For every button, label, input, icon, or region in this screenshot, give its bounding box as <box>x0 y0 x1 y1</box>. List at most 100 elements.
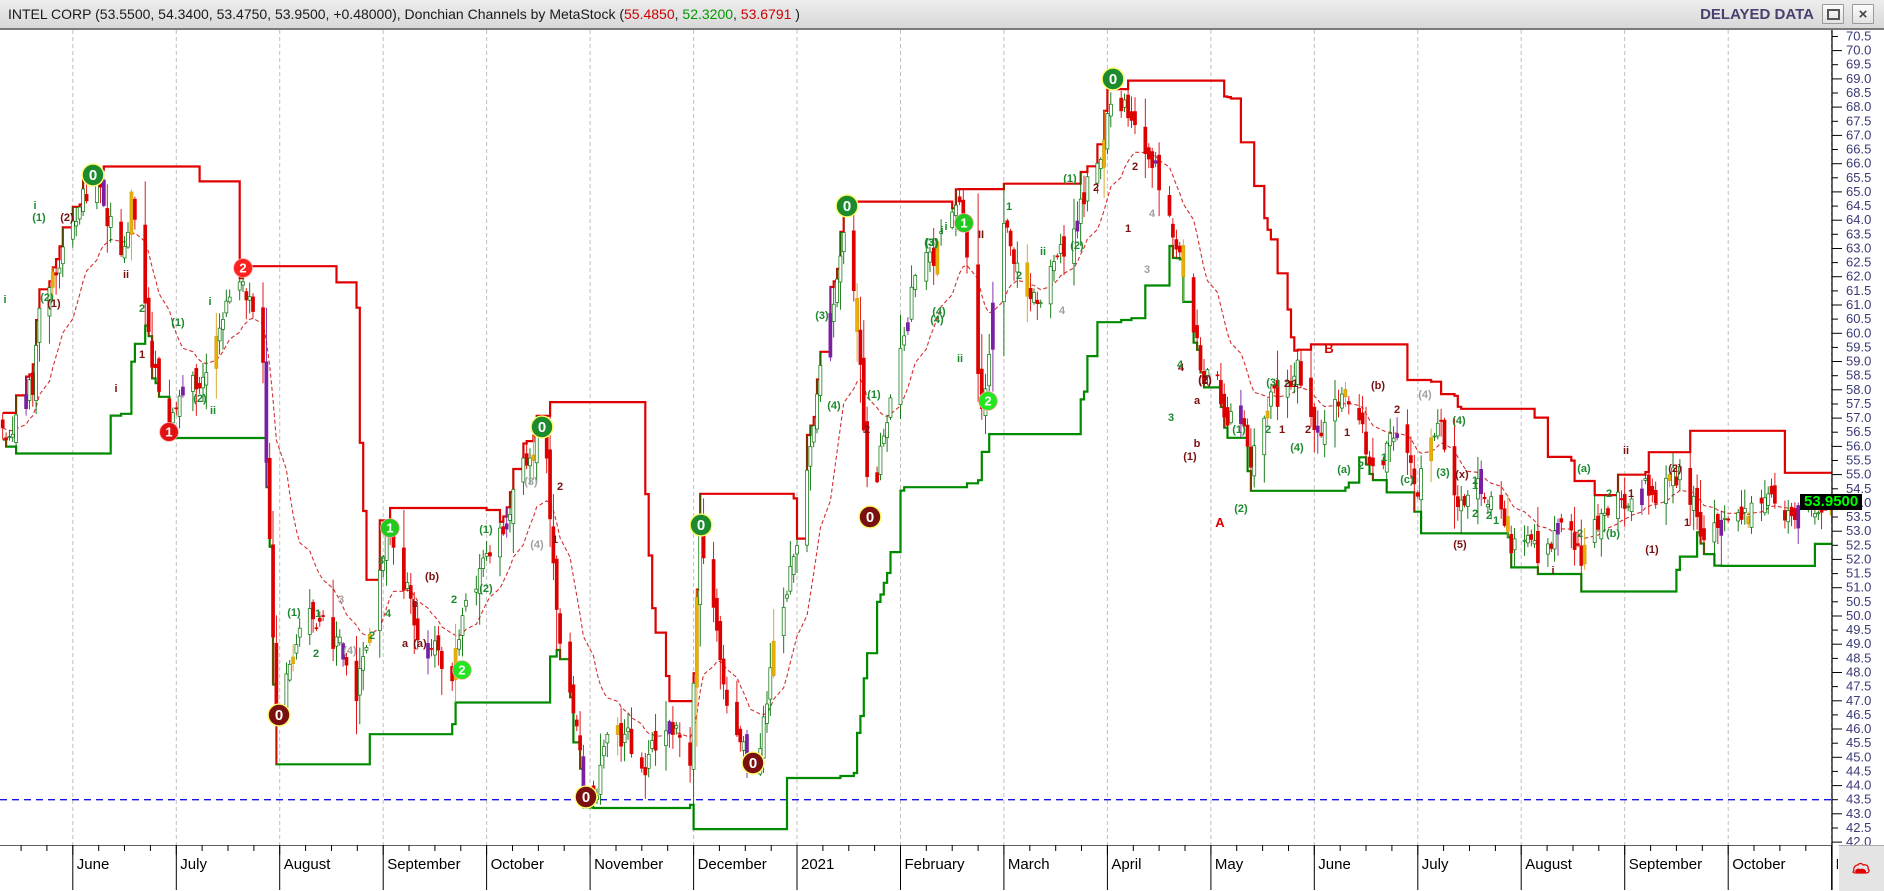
svg-text:June: June <box>1318 856 1351 873</box>
svg-text:1: 1 <box>1472 475 1478 487</box>
svg-text:(4): (4) <box>930 314 944 326</box>
svg-text:(2): (2) <box>193 393 207 405</box>
svg-text:2: 2 <box>1358 460 1364 472</box>
svg-text:42.0: 42.0 <box>1846 834 1871 845</box>
svg-text:0: 0 <box>89 167 97 184</box>
svg-text:50.0: 50.0 <box>1846 608 1871 623</box>
svg-text:2: 2 <box>313 648 319 660</box>
svg-text:1: 1 <box>386 520 393 535</box>
svg-text:b: b <box>412 598 419 610</box>
svg-text:2: 2 <box>1577 528 1583 540</box>
svg-text:1: 1 <box>960 215 967 230</box>
svg-text:48.0: 48.0 <box>1846 665 1871 680</box>
svg-text:May: May <box>1215 856 1244 873</box>
svg-text:(a): (a) <box>1337 464 1351 476</box>
svg-text:February: February <box>905 856 966 873</box>
svg-text:a: a <box>402 638 409 650</box>
svg-text:55.0: 55.0 <box>1846 467 1871 482</box>
svg-text:66.5: 66.5 <box>1846 142 1871 157</box>
svg-text:0: 0 <box>1109 71 1117 88</box>
svg-text:November: November <box>594 856 663 873</box>
svg-text:(1): (1) <box>1183 451 1197 463</box>
svg-text:64.5: 64.5 <box>1846 198 1871 213</box>
svg-text:i: i <box>944 221 947 233</box>
svg-text:1: 1 <box>1381 452 1387 464</box>
svg-text:(2): (2) <box>1668 463 1682 475</box>
svg-text:43.5: 43.5 <box>1846 792 1871 807</box>
svg-text:64.0: 64.0 <box>1846 212 1871 227</box>
svg-text:43.0: 43.0 <box>1846 806 1871 821</box>
svg-text:A: A <box>1215 515 1225 530</box>
svg-text:ii: ii <box>210 405 216 417</box>
svg-text:2: 2 <box>1472 508 1478 520</box>
svg-text:50.5: 50.5 <box>1846 594 1871 609</box>
svg-text:0: 0 <box>275 707 283 724</box>
svg-text:a: a <box>1194 395 1201 407</box>
svg-text:December: December <box>698 856 767 873</box>
svg-text:2: 2 <box>369 630 375 642</box>
svg-text:i: i <box>114 383 117 395</box>
svg-text:51.0: 51.0 <box>1846 580 1871 595</box>
svg-text:(4): (4) <box>1452 415 1466 427</box>
svg-text:ii: ii <box>1623 445 1629 457</box>
svg-text:68.5: 68.5 <box>1846 85 1871 100</box>
svg-text:(b): (b) <box>425 571 439 583</box>
svg-text:(b): (b) <box>1371 380 1385 392</box>
svg-text:3: 3 <box>378 555 384 567</box>
svg-text:September: September <box>387 856 460 873</box>
svg-text:(2): (2) <box>1198 375 1212 387</box>
svg-text:44.0: 44.0 <box>1846 778 1871 793</box>
svg-text:(4): (4) <box>827 400 841 412</box>
svg-text:2: 2 <box>1132 161 1138 173</box>
svg-text:i: i <box>208 296 211 308</box>
svg-text:0: 0 <box>582 789 590 806</box>
svg-text:51.5: 51.5 <box>1846 566 1871 581</box>
svg-text:August: August <box>284 856 332 873</box>
svg-text:1: 1 <box>1684 517 1690 529</box>
svg-text:(1): (1) <box>867 389 881 401</box>
svg-text:60.5: 60.5 <box>1846 311 1871 326</box>
svg-text:(1): (1) <box>287 607 301 619</box>
svg-text:3: 3 <box>1168 412 1174 424</box>
svg-text:2: 2 <box>1606 488 1612 500</box>
svg-text:(2): (2) <box>479 583 493 595</box>
svg-text:(1): (1) <box>1645 544 1659 556</box>
svg-text:48.5: 48.5 <box>1846 650 1871 665</box>
svg-text:46.0: 46.0 <box>1846 721 1871 736</box>
svg-text:2: 2 <box>557 481 563 493</box>
svg-text:2: 2 <box>1305 424 1311 436</box>
svg-text:2: 2 <box>451 594 457 606</box>
svg-text:July: July <box>1422 856 1449 873</box>
svg-text:63.5: 63.5 <box>1846 226 1871 241</box>
svg-text:63.0: 63.0 <box>1846 241 1871 256</box>
svg-text:B: B <box>1324 341 1333 356</box>
svg-text:56.0: 56.0 <box>1846 438 1871 453</box>
svg-text:(3): (3) <box>1436 467 1450 479</box>
svg-text:March: March <box>1008 856 1050 873</box>
svg-text:i: i <box>1551 565 1554 577</box>
svg-text:56.5: 56.5 <box>1846 424 1871 439</box>
svg-text:i: i <box>33 200 36 212</box>
svg-text:1: 1 <box>1006 201 1012 213</box>
svg-text:i: i <box>940 225 943 237</box>
svg-text:1: 1 <box>1493 515 1499 527</box>
svg-text:July: July <box>180 856 207 873</box>
svg-text:2: 2 <box>1394 404 1400 416</box>
svg-text:66.0: 66.0 <box>1846 156 1871 171</box>
svg-text:(3): (3) <box>924 237 938 249</box>
svg-text:70.0: 70.0 <box>1846 43 1871 58</box>
svg-text:2021: 2021 <box>801 856 834 873</box>
svg-text:(4): (4) <box>343 645 357 657</box>
svg-text:(3): (3) <box>815 310 829 322</box>
svg-text:(4): (4) <box>1290 442 1304 454</box>
svg-text:ii: ii <box>957 353 963 365</box>
svg-text:2: 2 <box>1486 510 1492 522</box>
svg-text:3: 3 <box>1144 264 1150 276</box>
svg-text:47.5: 47.5 <box>1846 679 1871 694</box>
svg-text:(1): (1) <box>47 298 61 310</box>
svg-text:0: 0 <box>538 419 546 436</box>
svg-text:45.5: 45.5 <box>1846 735 1871 750</box>
svg-text:4: 4 <box>1149 208 1156 220</box>
svg-text:(b): (b) <box>1606 528 1620 540</box>
svg-text:(1): (1) <box>479 524 493 536</box>
